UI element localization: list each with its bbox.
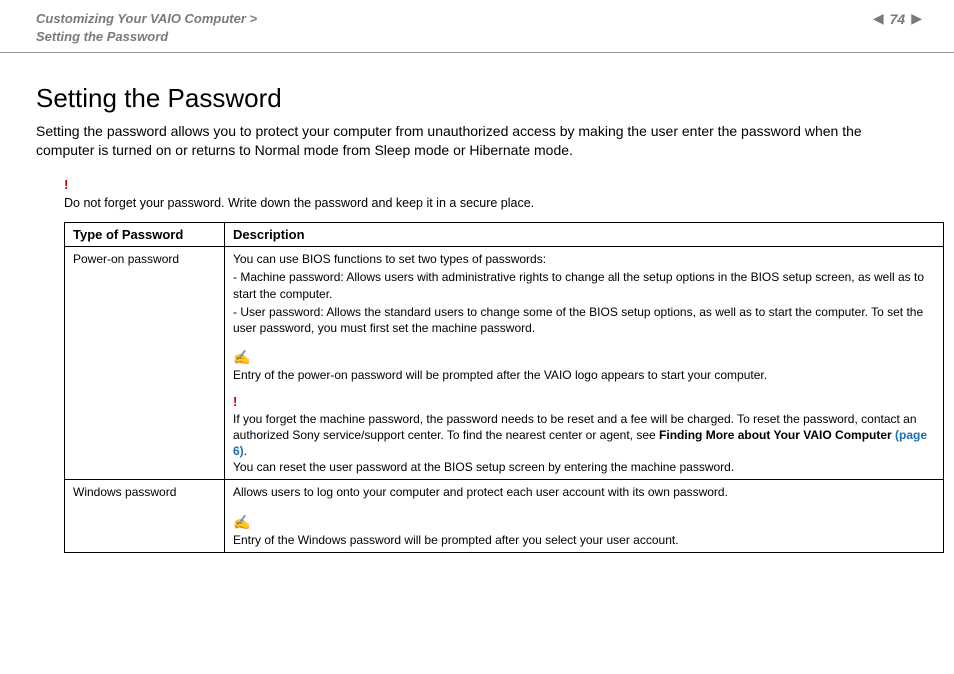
desc-warn-tail: . bbox=[244, 444, 247, 458]
desc-note: Entry of the power-on password will be p… bbox=[233, 368, 767, 382]
desc-warn-b: You can reset the user password at the B… bbox=[233, 460, 734, 474]
cell-desc: Allows users to log onto your computer a… bbox=[225, 480, 944, 552]
page-header: Customizing Your VAIO Computer > Setting… bbox=[0, 0, 954, 53]
breadcrumb: Customizing Your VAIO Computer > Setting… bbox=[36, 10, 257, 46]
col-type-header: Type of Password bbox=[65, 223, 225, 247]
cell-desc: You can use BIOS functions to set two ty… bbox=[225, 247, 944, 480]
table-row: Power-on password You can use BIOS funct… bbox=[65, 247, 944, 480]
note-icon: ✍ bbox=[233, 349, 250, 365]
breadcrumb-line1: Customizing Your VAIO Computer > bbox=[36, 11, 257, 26]
top-warning-text: Do not forget your password. Write down … bbox=[64, 196, 534, 210]
warning-icon: ! bbox=[233, 394, 237, 409]
prev-page-icon[interactable]: ◀ bbox=[871, 10, 886, 27]
desc-bullet: - User password: Allows the standard use… bbox=[233, 304, 935, 336]
table-header-row: Type of Password Description bbox=[65, 223, 944, 247]
breadcrumb-line2: Setting the Password bbox=[36, 29, 168, 44]
intro-paragraph: Setting the password allows you to prote… bbox=[36, 122, 918, 160]
page-content: Setting the Password Setting the passwor… bbox=[0, 53, 954, 552]
page-number: 74 bbox=[890, 11, 906, 27]
desc-lead: Allows users to log onto your computer a… bbox=[233, 484, 935, 500]
page-nav: ◀ 74 ▶ bbox=[871, 10, 924, 27]
note-icon: ✍ bbox=[233, 514, 250, 530]
cell-type: Windows password bbox=[65, 480, 225, 552]
warning-icon: ! bbox=[64, 177, 68, 192]
desc-lead: You can use BIOS functions to set two ty… bbox=[233, 251, 935, 267]
col-desc-header: Description bbox=[225, 223, 944, 247]
desc-warn-bold: Finding More about Your VAIO Computer bbox=[659, 428, 895, 442]
desc-bullet: - Machine password: Allows users with ad… bbox=[233, 269, 935, 301]
cell-type: Power-on password bbox=[65, 247, 225, 480]
next-page-icon[interactable]: ▶ bbox=[909, 10, 924, 27]
password-table: Type of Password Description Power-on pa… bbox=[64, 222, 944, 553]
top-warning: ! Do not forget your password. Write dow… bbox=[64, 176, 918, 212]
table-row: Windows password Allows users to log ont… bbox=[65, 480, 944, 552]
page-title: Setting the Password bbox=[36, 83, 918, 114]
desc-note: Entry of the Windows password will be pr… bbox=[233, 533, 679, 547]
